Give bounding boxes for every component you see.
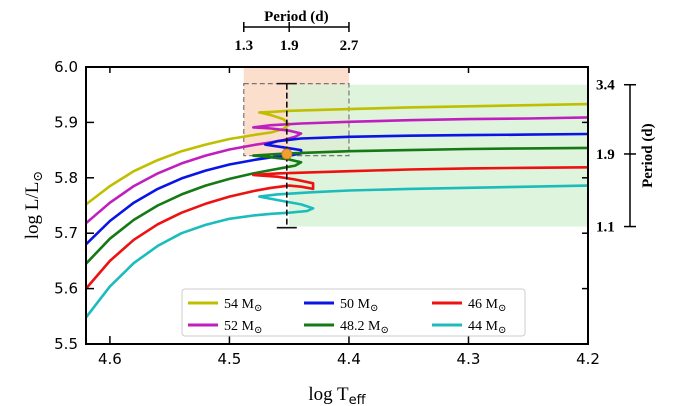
axes: 4.6 4.5 4.4 4.3 4.2 5.5 5.6 5.7 5.8 5.9 6.0 (54, 58, 600, 368)
legend-label-sub: ⊙ (498, 325, 506, 336)
legend-label-sub: ⊙ (254, 303, 262, 314)
right-axis-tick-label: 1.9 (596, 147, 615, 163)
track-line-5 (84, 184, 589, 319)
x-axis-title-main: log T (308, 384, 349, 405)
legend-label-main: 48.2 M (340, 319, 381, 334)
evolution-tracks (84, 102, 589, 319)
legend-label: 48.2 M⊙ (340, 319, 389, 336)
y-tick-label: 6.0 (54, 58, 78, 76)
legend: 54 M⊙ 50 M⊙ 46 M⊙52 M⊙ 48.2 M⊙ 44 M⊙ (181, 288, 526, 337)
legend-label-sub: ⊙ (380, 325, 388, 336)
y-axis-title-main: log L/L (22, 182, 43, 240)
y-tick-label: 5.7 (54, 224, 78, 242)
legend-label: 54 M⊙ (224, 297, 262, 314)
legend-label-sub: ⊙ (254, 325, 262, 336)
y-tick-label: 5.8 (54, 169, 78, 187)
track-line-4 (85, 166, 589, 290)
top-axis-tick-label: 1.9 (280, 38, 299, 54)
x-tick-label: 4.3 (457, 350, 481, 368)
right-axis-tick-label: 3.4 (596, 78, 615, 94)
x-tick-label: 4.4 (337, 350, 361, 368)
track-line-1 (85, 116, 589, 225)
legend-label-sub: ⊙ (498, 303, 506, 314)
legend-label-main: 54 M (224, 297, 255, 312)
legend-label-main: 52 M (224, 319, 255, 334)
y-tick-label: 5.9 (54, 113, 78, 131)
y-tick-label: 5.6 (54, 280, 78, 298)
star-marker-group (276, 82, 297, 229)
legend-label: 46 M⊙ (468, 297, 506, 314)
top-period-axis: Period (d) 1.3 1.9 2.7 (234, 9, 358, 54)
legend-label: 52 M⊙ (224, 319, 262, 336)
top-axis-title: Period (d) (264, 9, 329, 25)
x-tick-label: 4.2 (576, 350, 600, 368)
right-axis-tick-label: 1.1 (596, 220, 615, 236)
right-period-axis: 3.4 1.9 1.1 Period (d) (596, 78, 656, 236)
y-axis-title-sub: ⊙ (30, 171, 45, 182)
top-axis-tick-label: 1.3 (234, 38, 253, 54)
x-tick-label: 4.6 (98, 350, 122, 368)
star-marker (281, 148, 293, 160)
legend-label-main: 46 M (468, 297, 499, 312)
track-line-3 (85, 146, 589, 265)
x-axis-title-sub: eff (349, 393, 367, 406)
y-tick-label: 5.5 (54, 335, 78, 353)
legend-label-main: 44 M (468, 319, 499, 334)
y-axis-title: log L/L⊙ (22, 171, 45, 239)
legend-label-main: 50 M (340, 297, 371, 312)
x-tick-label: 4.5 (217, 350, 241, 368)
plot-frame (85, 66, 589, 345)
legend-label: 44 M⊙ (468, 319, 506, 336)
legend-label: 50 M⊙ (340, 297, 378, 314)
x-axis-title: log Teff (308, 384, 366, 406)
legend-label-sub: ⊙ (370, 303, 378, 314)
right-axis-title: Period (d) (640, 123, 656, 188)
top-axis-tick-label: 2.7 (340, 38, 359, 54)
